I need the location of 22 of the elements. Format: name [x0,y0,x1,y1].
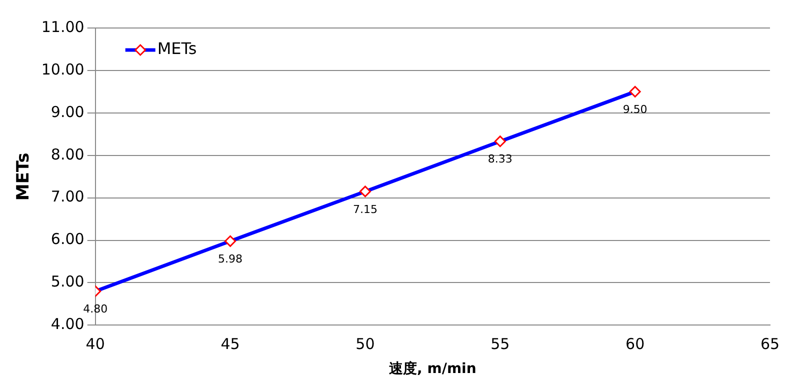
y-axis-title: METs [14,152,34,201]
data-label: 4.80 [83,302,108,316]
y-tick-label: 11.00 [41,18,84,36]
x-tick-label: 40 [86,335,105,354]
x-axis-title: 速度, m/min [388,360,476,378]
y-tick-label: 5.00 [50,272,84,291]
data-label: 9.50 [622,103,648,116]
data-label: 8.33 [488,152,512,166]
legend-label: METs [157,39,197,58]
data-label: 7.15 [352,202,378,216]
data-label: 5.98 [218,252,243,266]
y-tick-label: 6.00 [50,230,84,248]
y-tick-label: 9.00 [50,102,84,121]
y-tick-label: 8.00 [50,145,84,164]
x-tick-label: 55 [490,335,510,354]
y-tick-label: 7.00 [50,188,84,206]
x-tick-label: 65 [760,335,780,354]
x-tick-label: 60 [626,335,645,354]
x-tick-label: 50 [356,335,375,354]
y-tick-label: 10.00 [41,60,84,78]
x-tick-label: 45 [220,335,240,354]
y-tick-label: 4.00 [50,315,84,334]
